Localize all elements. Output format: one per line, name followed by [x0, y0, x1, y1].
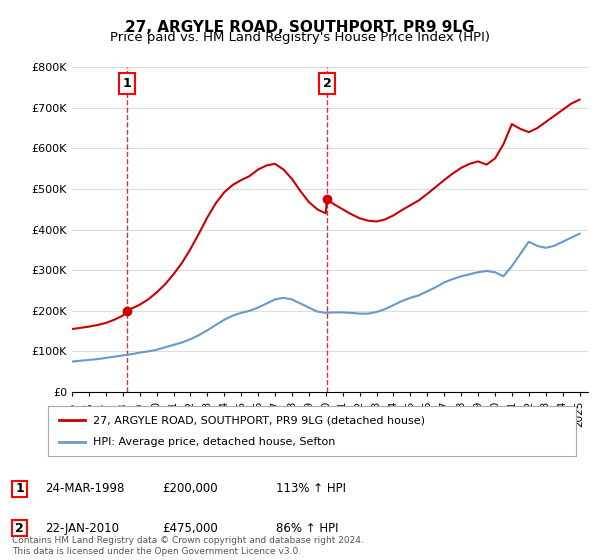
Text: 1: 1	[15, 482, 24, 496]
Text: 86% ↑ HPI: 86% ↑ HPI	[276, 521, 338, 535]
Text: 2: 2	[323, 77, 331, 90]
Text: Price paid vs. HM Land Registry's House Price Index (HPI): Price paid vs. HM Land Registry's House …	[110, 31, 490, 44]
Text: 27, ARGYLE ROAD, SOUTHPORT, PR9 9LG: 27, ARGYLE ROAD, SOUTHPORT, PR9 9LG	[125, 20, 475, 35]
Text: 22-JAN-2010: 22-JAN-2010	[45, 521, 119, 535]
Text: £200,000: £200,000	[162, 482, 218, 496]
Text: 2: 2	[15, 521, 24, 535]
Text: Contains HM Land Registry data © Crown copyright and database right 2024.
This d: Contains HM Land Registry data © Crown c…	[12, 536, 364, 556]
Text: 27, ARGYLE ROAD, SOUTHPORT, PR9 9LG (detached house): 27, ARGYLE ROAD, SOUTHPORT, PR9 9LG (det…	[93, 415, 425, 425]
Text: 24-MAR-1998: 24-MAR-1998	[45, 482, 124, 496]
Text: HPI: Average price, detached house, Sefton: HPI: Average price, detached house, Seft…	[93, 437, 335, 447]
Text: £475,000: £475,000	[162, 521, 218, 535]
Text: 113% ↑ HPI: 113% ↑ HPI	[276, 482, 346, 496]
Text: 1: 1	[122, 77, 131, 90]
